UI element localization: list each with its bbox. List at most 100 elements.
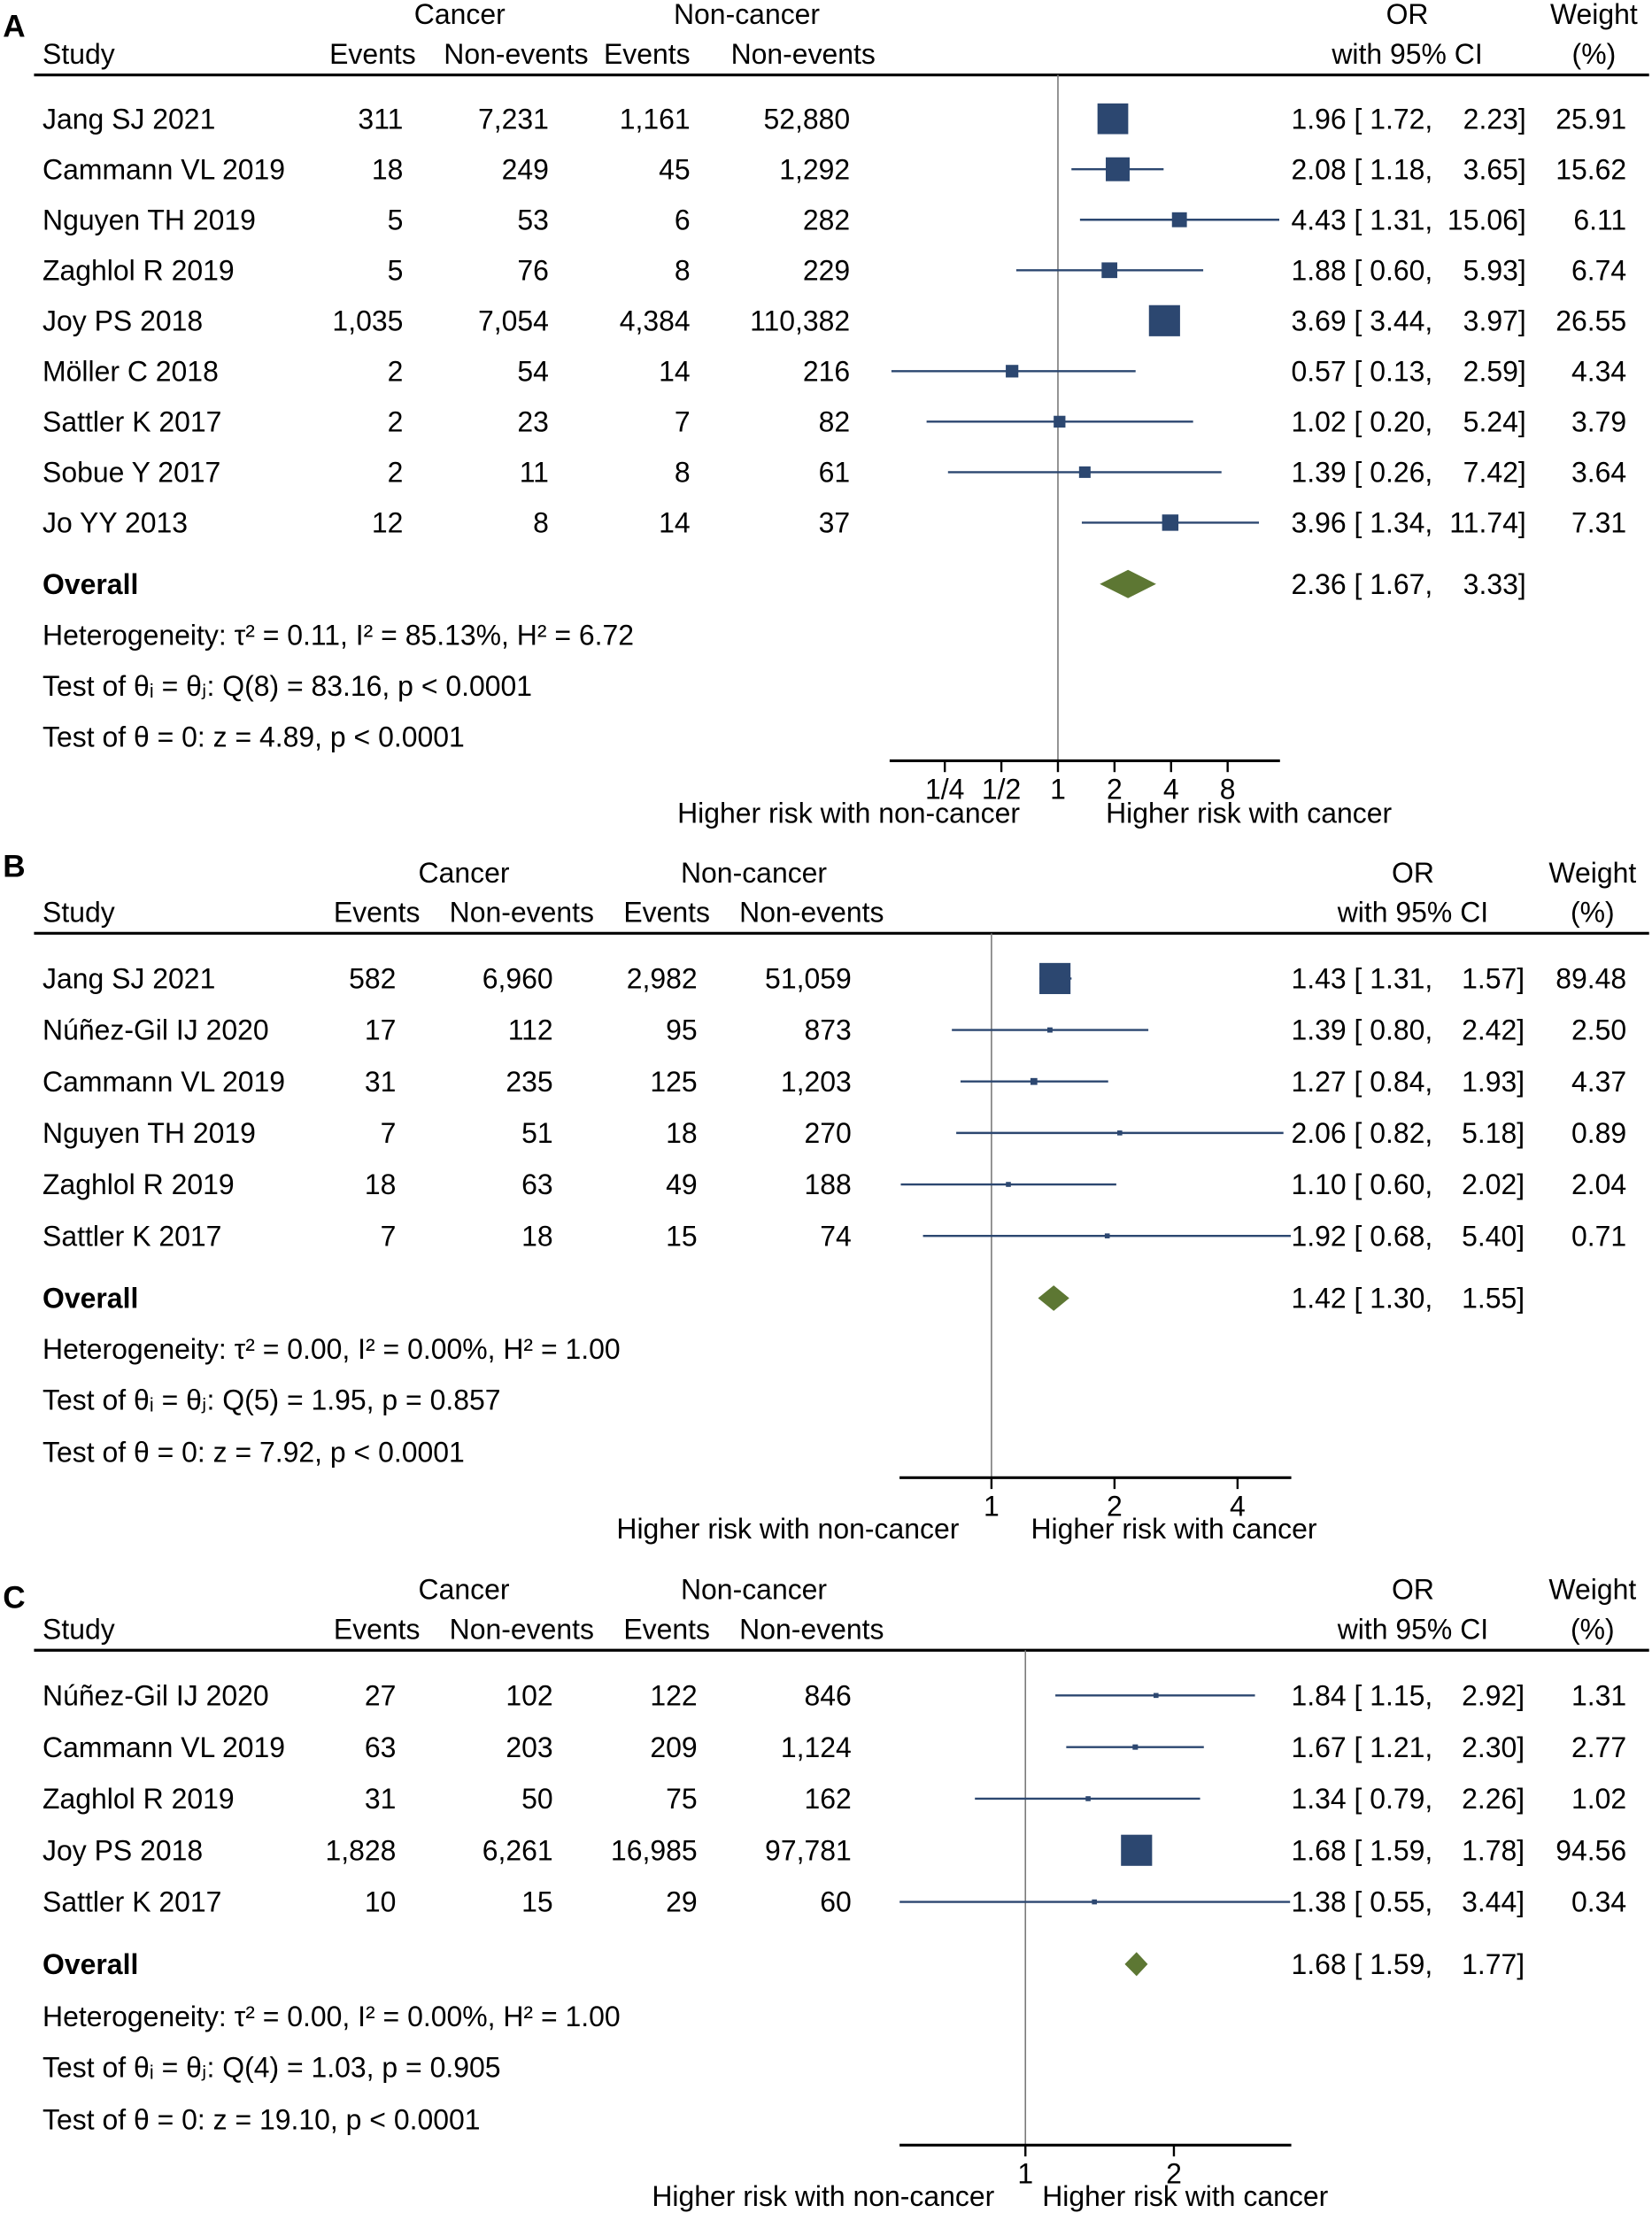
- x-tick-label: 1: [1017, 2157, 1033, 2189]
- noncancer-non-events: 82: [819, 406, 851, 438]
- header-cancer-non-events: Non-events: [450, 897, 594, 929]
- study-name: Möller C 2018: [42, 356, 219, 388]
- cancer-non-events: 15: [521, 1886, 553, 1918]
- noncancer-events: 14: [659, 507, 691, 539]
- or-estimate-lower: 1.38 [ 0.55,: [1291, 1886, 1432, 1918]
- header-study: Study: [42, 897, 115, 929]
- header-cancer-non-events: Non-events: [450, 1613, 594, 1645]
- favours-left-label: Higher risk with non-cancer: [652, 2180, 994, 2212]
- study-weight: 0.71: [1571, 1220, 1626, 1252]
- or-estimate-lower: 1.88 [ 0.60,: [1291, 254, 1432, 286]
- cancer-non-events: 51: [521, 1117, 553, 1149]
- favours-left-label: Higher risk with non-cancer: [616, 1513, 959, 1545]
- overall-or-lower: 1.42 [ 1.30,: [1291, 1283, 1432, 1315]
- cancer-non-events: 6,261: [482, 1834, 553, 1866]
- cancer-non-events: 11: [520, 457, 549, 489]
- or-estimate-lower: 0.57 [ 0.13,: [1291, 356, 1432, 388]
- x-tick-label: 1: [1050, 774, 1066, 806]
- favours-right-label: Higher risk with cancer: [1031, 1513, 1316, 1545]
- cancer-non-events: 76: [517, 254, 549, 286]
- study-weight: 1.02: [1571, 1783, 1626, 1815]
- study-name: Jang SJ 2021: [42, 963, 215, 995]
- header-cancer-non-events: Non-events: [444, 38, 588, 70]
- panel-label: C: [3, 1580, 25, 1615]
- heterogeneity-stat: Test of θᵢ = θⱼ: Q(4) = 1.03, p = 0.905: [42, 2052, 500, 2084]
- or-estimate-lower: 1.92 [ 0.68,: [1291, 1220, 1432, 1252]
- noncancer-events: 1,161: [620, 103, 691, 135]
- noncancer-non-events: 52,880: [763, 103, 850, 135]
- cancer-non-events: 7,054: [478, 305, 549, 336]
- or-estimate-lower: 1.39 [ 0.26,: [1291, 457, 1432, 489]
- study-weight: 6.74: [1571, 254, 1626, 286]
- cancer-events: 311: [358, 103, 403, 135]
- noncancer-non-events: 1,203: [781, 1066, 852, 1098]
- study-marker: [1104, 1233, 1110, 1238]
- cancer-events: 12: [372, 507, 404, 539]
- header-or-ci: with 95% CI: [1331, 38, 1482, 70]
- or-estimate-lower: 1.27 [ 0.84,: [1291, 1066, 1432, 1098]
- noncancer-events: 125: [650, 1066, 697, 1098]
- cancer-non-events: 8: [533, 507, 549, 539]
- study-name: Sattler K 2017: [42, 1886, 221, 1918]
- study-weight: 3.79: [1571, 406, 1626, 438]
- x-tick-label: 1: [984, 1490, 1000, 1522]
- x-tick-label: 2: [1166, 2157, 1182, 2189]
- study-marker: [1054, 415, 1066, 428]
- or-upper: 2.59]: [1463, 356, 1526, 388]
- noncancer-non-events: 188: [804, 1168, 851, 1200]
- noncancer-events: 29: [666, 1886, 698, 1918]
- header-cancer-events: Events: [334, 897, 421, 929]
- heterogeneity-stat: Heterogeneity: τ² = 0.00, I² = 0.00%, H²…: [42, 1333, 621, 1365]
- noncancer-events: 16,985: [611, 1834, 698, 1866]
- header-study: Study: [42, 38, 115, 70]
- noncancer-non-events: 216: [803, 356, 850, 388]
- study-weight: 26.55: [1556, 305, 1626, 336]
- header-noncancer-events: Events: [604, 38, 691, 70]
- overall-label: Overall: [42, 568, 138, 600]
- study-weight: 7.31: [1571, 507, 1626, 539]
- header-noncancer-non-events: Non-events: [731, 38, 876, 70]
- study-marker: [1132, 1744, 1139, 1750]
- or-upper: 3.44]: [1462, 1886, 1525, 1918]
- study-weight: 94.56: [1556, 1834, 1626, 1866]
- study-weight: 2.04: [1571, 1168, 1626, 1200]
- noncancer-events: 7: [675, 406, 691, 438]
- noncancer-non-events: 282: [803, 204, 850, 235]
- study-marker: [1106, 157, 1130, 181]
- study-name: Cammann VL 2019: [42, 1066, 285, 1098]
- study-marker: [1006, 365, 1019, 378]
- study-weight: 25.91: [1556, 103, 1626, 135]
- noncancer-events: 2,982: [627, 963, 698, 995]
- study-name: Joy PS 2018: [42, 1834, 203, 1866]
- cancer-events: 2: [388, 356, 404, 388]
- or-estimate-lower: 1.10 [ 0.60,: [1291, 1168, 1432, 1200]
- cancer-events: 18: [372, 153, 404, 185]
- cancer-events: 2: [388, 406, 404, 438]
- or-upper: 2.30]: [1462, 1731, 1525, 1763]
- cancer-events: 7: [381, 1117, 397, 1149]
- cancer-events: 1,035: [332, 305, 403, 336]
- study-marker: [1171, 212, 1187, 227]
- noncancer-non-events: 1,292: [779, 153, 850, 185]
- or-estimate-lower: 4.43 [ 1.31,: [1291, 204, 1432, 235]
- header-weight-unit: (%): [1571, 897, 1615, 929]
- study-marker: [1085, 1796, 1091, 1801]
- header-noncancer-events: Events: [623, 1613, 710, 1645]
- heterogeneity-stat: Test of θᵢ = θⱼ: Q(8) = 83.16, p < 0.000…: [42, 670, 532, 702]
- or-upper: 3.97]: [1463, 305, 1526, 336]
- header-cancer-events: Events: [334, 1613, 421, 1645]
- study-name: Zaghlol R 2019: [42, 254, 235, 286]
- header-or: OR: [1386, 0, 1429, 30]
- overall-label: Overall: [42, 1283, 138, 1315]
- study-name: Sattler K 2017: [42, 1220, 221, 1252]
- cancer-non-events: 102: [506, 1680, 552, 1712]
- cancer-non-events: 112: [508, 1014, 553, 1046]
- overall-label: Overall: [42, 1948, 138, 1980]
- noncancer-non-events: 61: [819, 457, 851, 489]
- heterogeneity-stat: Test of θ = 0: z = 7.92, p < 0.0001: [42, 1437, 465, 1469]
- or-estimate-lower: 1.34 [ 0.79,: [1291, 1783, 1432, 1815]
- study-marker: [1101, 262, 1118, 279]
- noncancer-non-events: 74: [820, 1220, 852, 1252]
- header-noncancer-non-events: Non-events: [739, 1613, 884, 1645]
